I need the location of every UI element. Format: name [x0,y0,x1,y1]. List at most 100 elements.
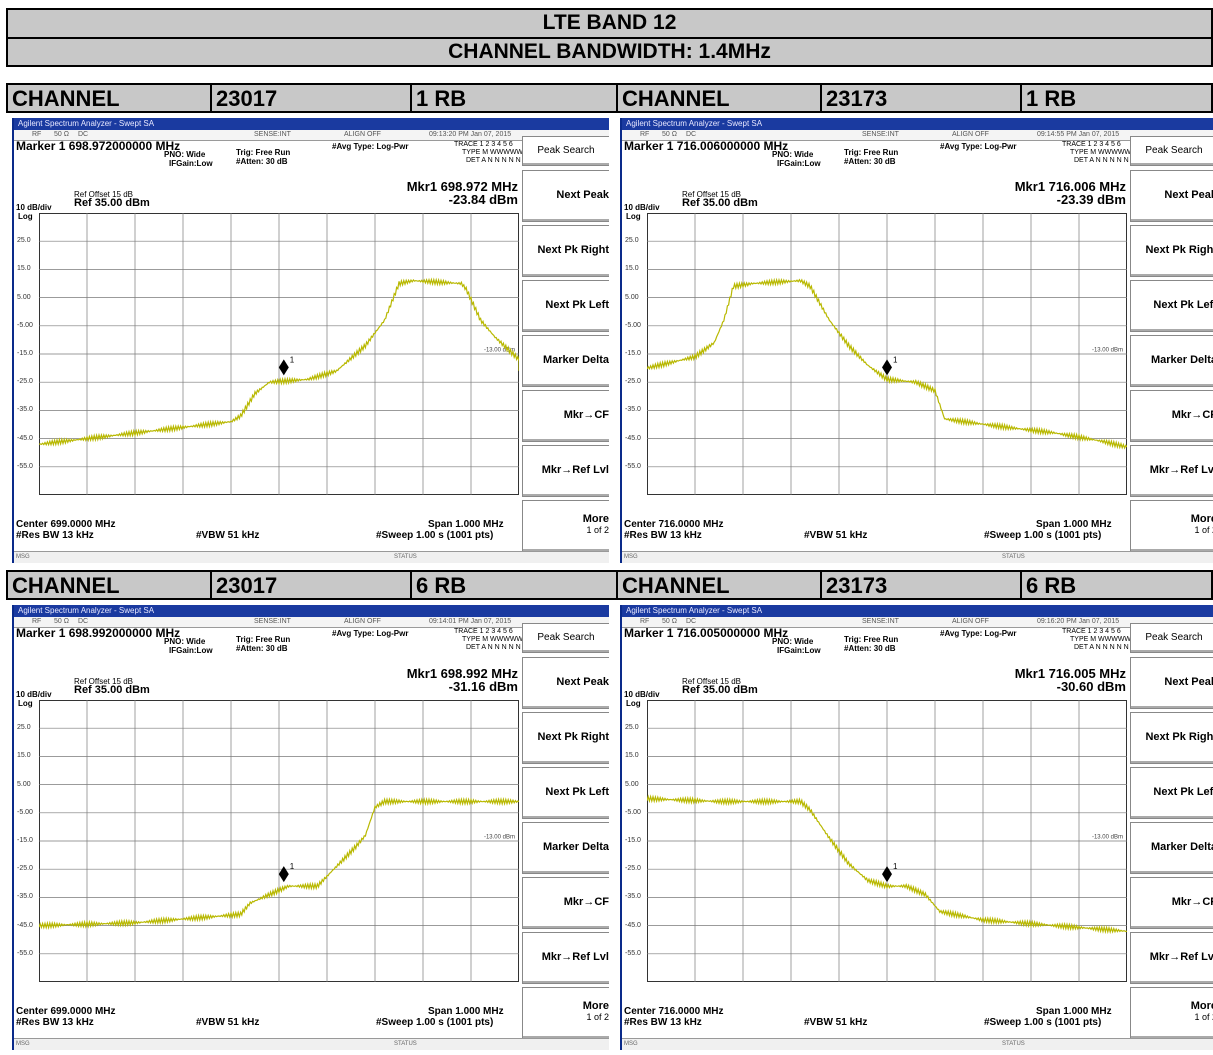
res-bw: #Res BW 13 kHz [16,530,94,541]
atten-label: #Atten: 30 dB [844,644,896,653]
ref-level-label: Ref 35.00 dBm [682,197,758,209]
softkey-label: Peak Search [537,145,595,156]
trig-label: Trig: Free Run [844,148,899,157]
sweep-label: #Sweep 1.00 s (1001 pts) [376,1017,494,1028]
y-tick-label: -5.00 [17,808,33,816]
sweep-label: #Sweep 1.00 s (1001 pts) [376,530,494,541]
channel-number: 23017 [210,570,412,600]
y-tick-label: -55.0 [625,462,641,470]
softkey-mkr-cf[interactable]: Mkr→CF [522,390,609,442]
det-line: DET A N N N N N [1074,157,1129,164]
channel-number: 23173 [820,83,1022,113]
softkey-next-peak[interactable]: Next Peak [522,657,609,709]
softkey-peak-search[interactable]: Peak Search [522,136,609,166]
marker-freq: Mkr1 716.005 MHz [1014,666,1126,681]
softkey-label: Mkr→CF [1171,409,1213,421]
limit-label: -13.00 dBm [1092,834,1123,840]
spectrum-plot: -13.00 dBm 1 [647,213,1127,495]
rb-label: 1 RB [1020,83,1213,113]
channel-number: 23173 [820,570,1022,600]
y-tick-label: -55.0 [17,462,33,470]
scale-label: 10 dB/div [16,690,52,699]
softkey-peak-search[interactable]: Peak Search [522,623,609,653]
pno-label: PNO: Wide [164,150,206,159]
softkey-marker-delta[interactable]: Marker Delta [522,335,609,387]
softkey-next-peak[interactable]: Next Peak [522,170,609,222]
ifgain-label: IFGain:Low [169,159,213,168]
sense-label: SENSE:INT [254,618,291,625]
softkey-label: Next Pk Left [1153,786,1213,798]
softkey-next-peak[interactable]: Next Peak [1130,170,1213,222]
limit-label: -13.00 dBm [484,347,515,353]
y-tick-label: 15.0 [625,752,639,760]
softkey-mkr-ref-lvl[interactable]: Mkr→Ref Lvl [1130,445,1213,497]
center-freq: Center 716.0000 MHz [624,519,724,530]
rb-label: 6 RB [1020,570,1213,600]
y-tick-label: -45.0 [625,434,641,442]
softkey-marker-delta[interactable]: Marker Delta [1130,822,1213,874]
softkey-marker-delta[interactable]: Marker Delta [1130,335,1213,387]
softkey-mkr-cf[interactable]: Mkr→CF [1130,877,1213,929]
y-tick-label: -5.00 [625,321,641,329]
softkey-next-pk-right[interactable]: Next Pk Right [522,712,609,764]
res-bw: #Res BW 13 kHz [624,530,702,541]
timestamp: 09:13:20 PM Jan 07, 2015 [429,131,512,138]
trace-line: TRACE 1 2 3 4 5 6 [454,628,513,635]
softkey-next-pk-left[interactable]: Next Pk Left [1130,280,1213,332]
spectrum-trace [39,796,519,930]
softkey-label: Mkr→Ref Lvl [541,951,609,963]
channel-label: CHANNEL [616,83,822,113]
softkey-mkr-ref-lvl[interactable]: Mkr→Ref Lvl [522,932,609,984]
status-row: RF 50 Ω DC SENSE:INT ALIGN OFF 09:16:20 PM Ja… [622,617,1213,628]
coupling-label: DC [686,618,697,625]
softkey-next-pk-left[interactable]: Next Pk Left [522,767,609,819]
softkey-label: Mkr→Ref Lvl [1149,951,1213,963]
softkey-sublabel: 1 of 2 [586,1012,609,1022]
softkey-marker-delta[interactable]: Marker Delta [522,822,609,874]
y-tick-label: -55.0 [17,949,33,957]
atten-label: #Atten: 30 dB [236,644,288,653]
softkey-panel: Peak Search Next Peak Next Pk Right Next Pk… [522,132,609,563]
softkey-mkr-cf[interactable]: Mkr→CF [1130,390,1213,442]
softkey-next-pk-left[interactable]: Next Pk Left [522,280,609,332]
marker-number: 1 [290,355,295,364]
trig-label: Trig: Free Run [236,635,291,644]
spectrum-analyzer-screen: Agilent Spectrum Analyzer - Swept SA RF 50… [12,605,609,1050]
vbw: #VBW 51 kHz [804,1017,868,1028]
y-tick-label: -35.0 [625,893,641,901]
softkey-next-pk-right[interactable]: Next Pk Right [1130,225,1213,277]
y-tick-label: -45.0 [17,434,33,442]
scale-label: 10 dB/div [16,203,52,212]
span-label: Span 1.000 MHz [1036,1006,1112,1017]
y-tick-label: -5.00 [625,808,641,816]
softkey-label: Next Peak [1164,189,1213,201]
softkey-mkr-ref-lvl[interactable]: Mkr→Ref Lvl [1130,932,1213,984]
softkey-label: Peak Search [537,632,595,643]
softkey-peak-search[interactable]: Peak Search [1130,136,1213,166]
status-label: STATUS [1002,1041,1025,1047]
softkey-mkr-ref-lvl[interactable]: Mkr→Ref Lvl [522,445,609,497]
ifgain-label: IFGain:Low [777,646,821,655]
avg-type-label: #Avg Type: Log-Pwr [332,142,409,151]
ifgain-label: IFGain:Low [777,159,821,168]
res-bw: #Res BW 13 kHz [624,1017,702,1028]
softkey-label: Marker Delta [1150,354,1213,366]
softkey-next-pk-left[interactable]: Next Pk Left [1130,767,1213,819]
softkey-panel: Peak Search Next Peak Next Pk Right Next Pk… [1130,132,1213,563]
softkey-peak-search[interactable]: Peak Search [1130,623,1213,653]
ifgain-label: IFGain:Low [169,646,213,655]
channel-label: CHANNEL [616,570,822,600]
spectrum-analyzer-screen: Agilent Spectrum Analyzer - Swept SA RF 50… [12,118,609,563]
softkey-label: Next Pk Left [1153,299,1213,311]
y-tick-label: 5.00 [17,780,31,788]
softkey-mkr-cf[interactable]: Mkr→CF [522,877,609,929]
app-title-bar: Agilent Spectrum Analyzer - Swept SA [622,605,1213,617]
marker-number: 1 [893,355,898,364]
softkey-next-pk-right[interactable]: Next Pk Right [1130,712,1213,764]
softkey-next-pk-right[interactable]: Next Pk Right [522,225,609,277]
softkey-next-peak[interactable]: Next Peak [1130,657,1213,709]
